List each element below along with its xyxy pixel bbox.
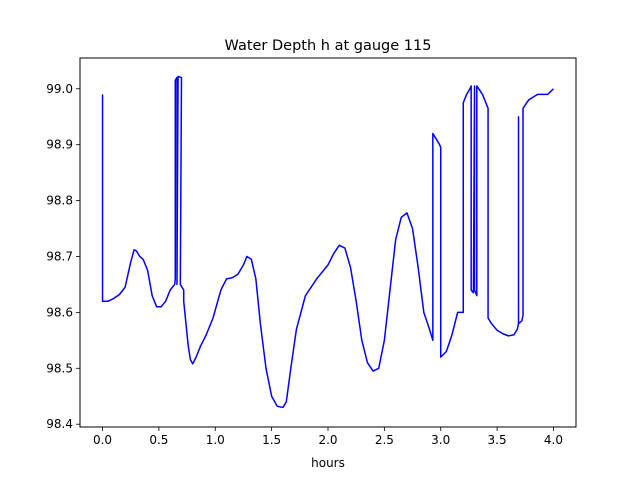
y-tick-label: 98.9 xyxy=(46,138,73,152)
plot-frame xyxy=(79,57,577,428)
x-tick-label: 4.0 xyxy=(544,433,563,447)
chart-title: Water Depth h at gauge 115 xyxy=(225,38,432,54)
y-axis: 98.4 98.5 98.6 98.7 98.8 98.9 99.0 xyxy=(46,82,80,431)
x-tick-label: 1.0 xyxy=(206,433,225,447)
y-tick-label: 98.8 xyxy=(46,194,73,208)
y-tick-label: 98.7 xyxy=(46,249,73,263)
x-axis-label: hours xyxy=(311,456,345,470)
x-axis: 0.0 0.5 1.0 1.5 2.0 2.5 3.0 3.5 4.0 xyxy=(93,427,563,447)
y-tick-label: 98.4 xyxy=(46,417,73,431)
x-tick-label: 1.5 xyxy=(262,433,281,447)
x-tick-label: 3.5 xyxy=(488,433,507,447)
y-tick-label: 98.5 xyxy=(46,361,73,375)
x-tick-label: 2.0 xyxy=(318,433,337,447)
y-tick-label: 99.0 xyxy=(46,82,73,96)
x-tick-label: 2.5 xyxy=(375,433,394,447)
plot-area xyxy=(101,75,554,409)
x-tick-label: 0.5 xyxy=(149,433,168,447)
x-tick-label: 3.0 xyxy=(431,433,450,447)
y-tick-label: 98.6 xyxy=(46,305,73,319)
series-line-0 xyxy=(101,75,554,409)
x-tick-label: 0.0 xyxy=(93,433,112,447)
